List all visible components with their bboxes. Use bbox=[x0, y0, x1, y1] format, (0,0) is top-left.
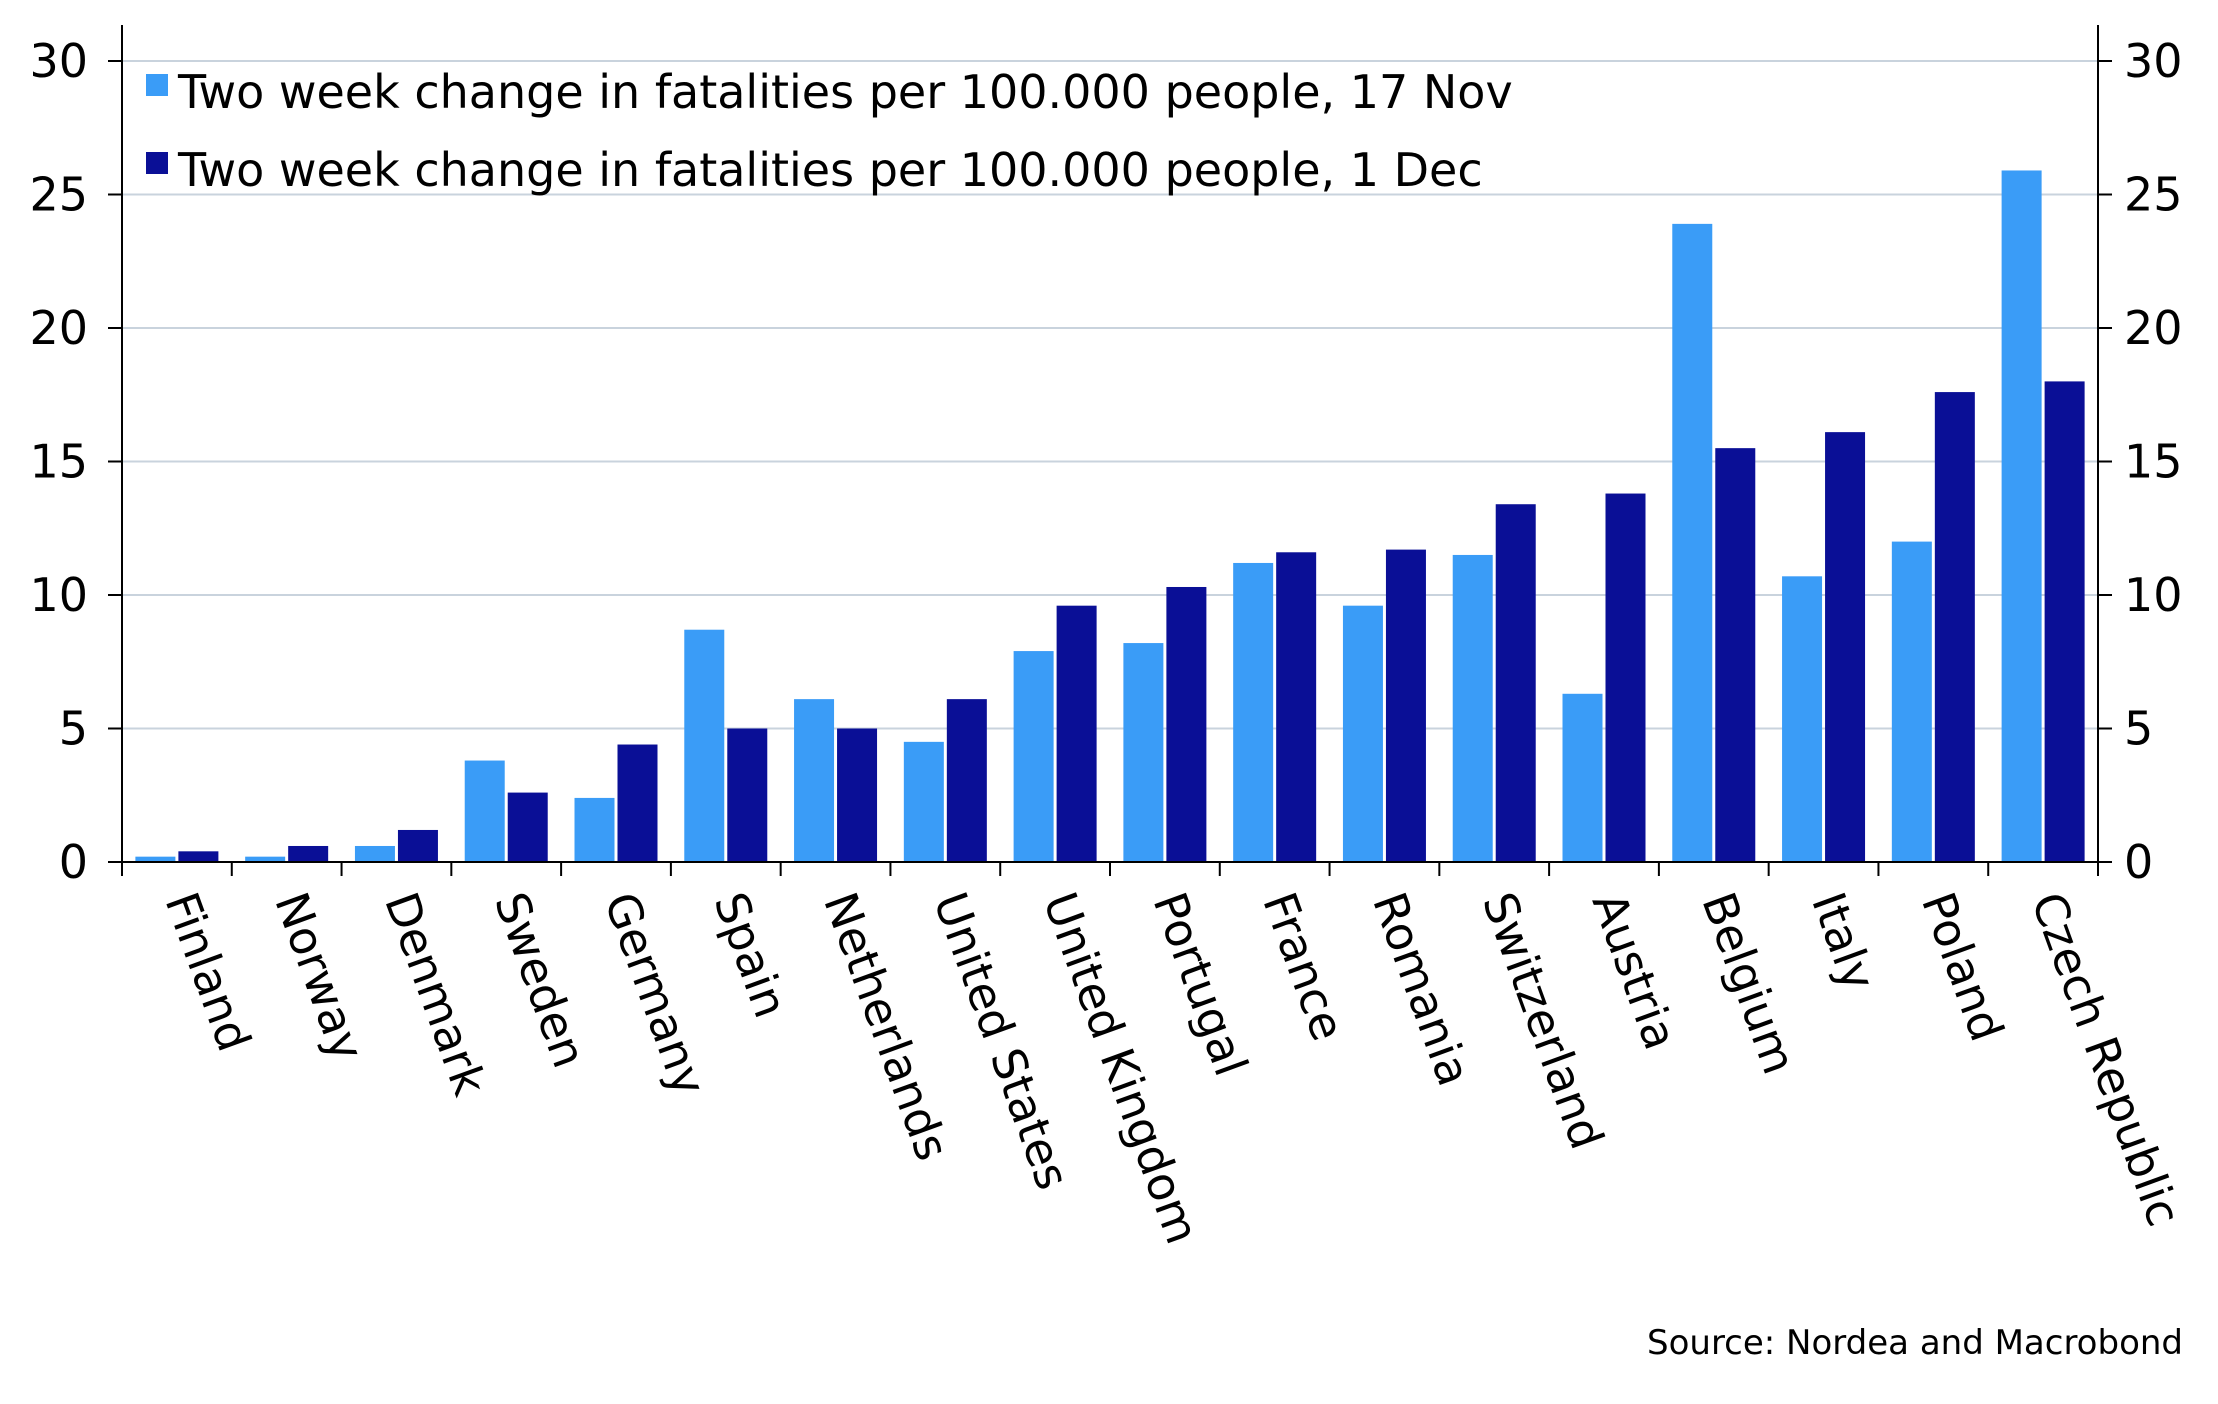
x-tick-label: Poland bbox=[1911, 885, 2014, 1048]
y-tick-label-left: 0 bbox=[59, 835, 88, 889]
x-tick-label: Spain bbox=[703, 885, 798, 1024]
y-tick-label-left: 10 bbox=[29, 568, 88, 622]
bar bbox=[2044, 381, 2085, 862]
x-tick-label: Portugal bbox=[1143, 885, 1259, 1082]
y-tick-label-right: 10 bbox=[2124, 568, 2183, 622]
bar bbox=[1385, 549, 1426, 862]
bar bbox=[1495, 504, 1536, 862]
bar bbox=[1672, 223, 1713, 862]
bar bbox=[1056, 605, 1097, 862]
y-tick-label-right: 0 bbox=[2124, 835, 2153, 889]
x-tick-label: Germany bbox=[594, 885, 717, 1102]
bar bbox=[617, 744, 658, 862]
bar bbox=[1891, 541, 1932, 862]
x-tick-label: Romania bbox=[1362, 885, 1482, 1093]
y-tick-label-right: 20 bbox=[2124, 301, 2183, 355]
y-tick-label-right: 5 bbox=[2124, 702, 2153, 756]
x-tick-label: France bbox=[1252, 885, 1355, 1047]
bar bbox=[684, 629, 725, 862]
bar bbox=[1166, 586, 1207, 862]
y-tick-labels: 0 0 5 5 10 10 15 15 20 20 25 25 30 30 bbox=[29, 34, 2182, 889]
x-tick-label: Czech Republic bbox=[2021, 885, 2192, 1233]
bar bbox=[1782, 576, 1823, 862]
bar bbox=[903, 741, 944, 862]
bar bbox=[1605, 493, 1646, 862]
bar bbox=[1562, 693, 1603, 862]
x-tick-label: Sweden bbox=[484, 885, 597, 1074]
bar bbox=[507, 792, 548, 862]
gridlines bbox=[122, 60, 2098, 730]
bar bbox=[397, 829, 438, 862]
y-tick-label-left: 15 bbox=[29, 435, 88, 489]
bar bbox=[794, 699, 835, 862]
x-tick-label: Belgium bbox=[1691, 885, 1806, 1081]
bar bbox=[354, 845, 395, 862]
y-tick-label-left: 25 bbox=[29, 168, 88, 222]
bar bbox=[1452, 554, 1493, 862]
y-tick-label-left: 20 bbox=[29, 301, 88, 355]
legend-swatch bbox=[146, 152, 168, 174]
bar bbox=[135, 856, 176, 862]
bar bbox=[1013, 651, 1054, 862]
bar bbox=[464, 760, 505, 862]
axes bbox=[108, 25, 2112, 876]
bar bbox=[245, 856, 286, 862]
x-tick-label: Austria bbox=[1582, 885, 1688, 1056]
bar bbox=[1276, 552, 1317, 862]
y-tick-label-right: 25 bbox=[2124, 168, 2183, 222]
y-tick-label-right: 15 bbox=[2124, 435, 2183, 489]
bars bbox=[135, 170, 2085, 863]
bar bbox=[1233, 562, 1274, 862]
bar bbox=[1342, 605, 1383, 862]
y-tick-label-left: 30 bbox=[29, 34, 88, 88]
y-tick-label-right: 30 bbox=[2124, 34, 2183, 88]
x-tick-label: Italy bbox=[1801, 885, 1886, 997]
bar bbox=[574, 797, 615, 862]
x-tick-label: Finland bbox=[155, 885, 262, 1058]
bar bbox=[1123, 643, 1164, 862]
x-tick-label: Norway bbox=[264, 885, 374, 1067]
bar bbox=[288, 845, 329, 862]
bar bbox=[1825, 432, 1866, 862]
legend-swatch bbox=[146, 74, 168, 96]
legend-label: Two week change in fatalities per 100.00… bbox=[177, 143, 1483, 197]
bar bbox=[727, 728, 768, 862]
bar bbox=[837, 728, 878, 862]
source-note: Source: Nordea and Macrobond bbox=[1647, 1323, 2183, 1363]
bar bbox=[178, 851, 219, 862]
legend: Two week change in fatalities per 100.00… bbox=[146, 65, 1513, 197]
bar bbox=[2001, 170, 2042, 863]
bar bbox=[946, 699, 987, 862]
bar bbox=[1715, 448, 1756, 862]
x-tick-label: Denmark bbox=[374, 885, 497, 1102]
y-tick-label-left: 5 bbox=[59, 702, 88, 756]
legend-label: Two week change in fatalities per 100.00… bbox=[177, 65, 1513, 119]
bar bbox=[1934, 392, 1975, 862]
